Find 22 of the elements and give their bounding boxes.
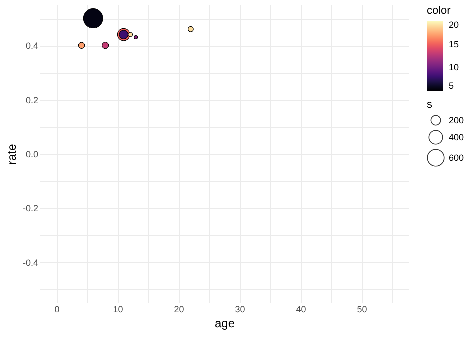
y-tick-label: 0.0 (26, 150, 38, 160)
color-bar-label: 20 (449, 20, 460, 30)
legend-title: s (427, 99, 433, 111)
legend-label: 400 (449, 132, 464, 142)
x-tick-label: 40 (296, 304, 306, 314)
x-tick-label: 50 (357, 304, 368, 314)
legend-label: 200 (449, 116, 464, 126)
legend-label: 600 (449, 153, 464, 163)
y-tick-label: 0.4 (26, 41, 38, 52)
x-tick-label: 10 (113, 304, 124, 314)
x-tick-label: 30 (235, 304, 246, 314)
y-tick-label: -0.4 (22, 258, 38, 268)
y-tick-label: -0.2 (22, 204, 38, 214)
color-bar-title: color (427, 5, 452, 17)
y-axis-title: rate (4, 144, 19, 165)
color-bar-label: 15 (449, 39, 460, 50)
y-tick-label: 0.2 (26, 95, 38, 106)
x-tick-label: 20 (174, 304, 184, 314)
x-axis-title: age (214, 316, 236, 330)
color-bar-label: 5 (449, 81, 454, 91)
x-tick-label: 0 (54, 304, 60, 314)
color-bar-label: 10 (449, 62, 460, 73)
